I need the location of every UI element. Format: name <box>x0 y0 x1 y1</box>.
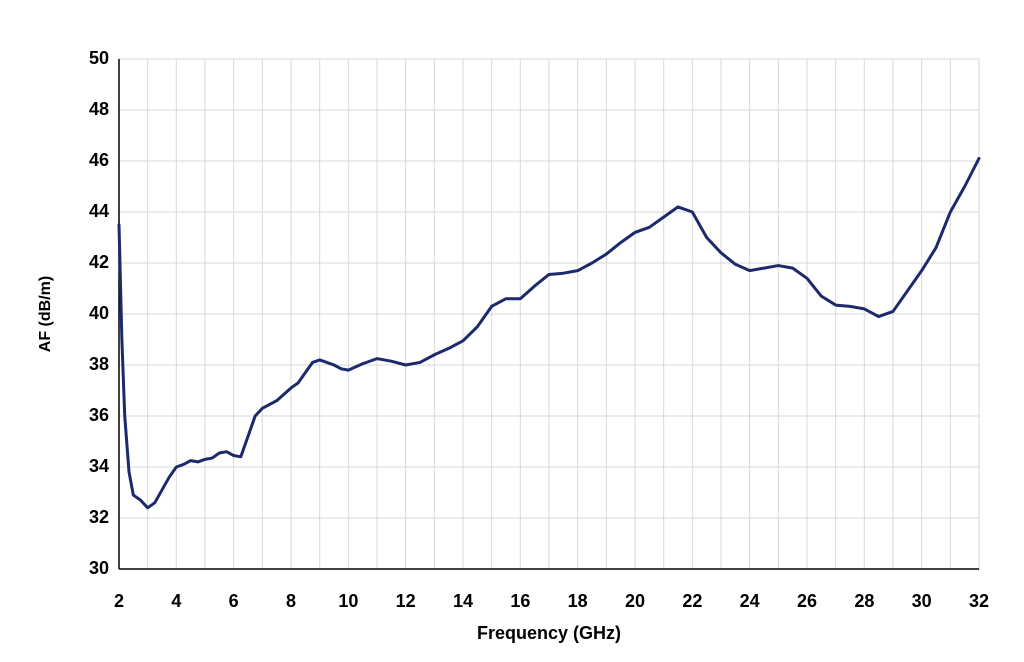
x-tick-label: 2 <box>114 591 124 611</box>
y-tick-label: 32 <box>89 507 109 527</box>
x-tick-label: 12 <box>396 591 416 611</box>
data-line <box>117 156 981 510</box>
y-tick-label: 44 <box>89 201 109 221</box>
x-tick-label: 10 <box>338 591 358 611</box>
x-tick-label: 28 <box>854 591 874 611</box>
x-tick-label: 16 <box>510 591 530 611</box>
y-tick-label: 40 <box>89 303 109 323</box>
y-tick-label: 42 <box>89 252 109 272</box>
x-tick-label: 8 <box>286 591 296 611</box>
y-tick-label: 50 <box>89 48 109 68</box>
x-axis-label: Frequency (GHz) <box>477 623 621 643</box>
x-tick-label: 18 <box>568 591 588 611</box>
x-tick-label: 24 <box>740 591 760 611</box>
y-tick-label: 46 <box>89 150 109 170</box>
x-tick-label: 26 <box>797 591 817 611</box>
x-tick-label: 20 <box>625 591 645 611</box>
y-tick-label: 30 <box>89 558 109 578</box>
y-axis-label: AF (dB/m) <box>37 276 54 352</box>
x-tick-label: 14 <box>453 591 473 611</box>
y-tick-label: 38 <box>89 354 109 374</box>
y-tick-label: 36 <box>89 405 109 425</box>
x-tick-label: 4 <box>171 591 181 611</box>
x-tick-label: 30 <box>912 591 932 611</box>
x-tick-label: 22 <box>682 591 702 611</box>
y-tick-label: 34 <box>89 456 109 476</box>
y-tick-label: 48 <box>89 99 109 119</box>
x-tick-label: 32 <box>969 591 989 611</box>
x-tick-label: 6 <box>229 591 239 611</box>
